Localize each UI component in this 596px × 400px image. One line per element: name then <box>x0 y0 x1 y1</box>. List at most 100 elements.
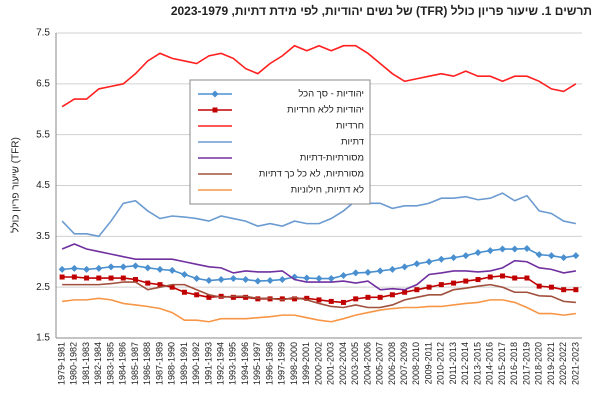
point <box>58 265 66 273</box>
point <box>339 271 347 279</box>
series-line <box>61 44 577 108</box>
series-line <box>61 243 577 291</box>
point <box>133 277 139 283</box>
x-tick-label: 2005-2007 <box>375 342 385 385</box>
legend-label: דתיות <box>341 137 364 148</box>
x-tick-label: 2007-2009 <box>399 342 409 385</box>
x-tick-label: 2010-2012 <box>436 342 446 385</box>
x-tick-label: 1996-1998 <box>264 342 274 385</box>
point <box>132 262 140 270</box>
point <box>536 283 542 289</box>
legend-marker <box>211 90 219 98</box>
point <box>389 292 395 298</box>
point <box>218 293 224 299</box>
point <box>71 274 77 280</box>
point <box>524 275 530 281</box>
point <box>193 275 201 283</box>
x-tick-label: 2001-2003 <box>326 342 336 385</box>
point <box>108 275 114 281</box>
point <box>230 294 236 300</box>
point <box>560 254 568 262</box>
point <box>70 264 78 272</box>
x-tick-label: 2000-2002 <box>313 342 323 385</box>
point <box>438 282 444 288</box>
legend-label: לא דתיות, חילוניות <box>291 184 364 196</box>
x-tick-label: 1981-1983 <box>81 342 91 385</box>
point <box>120 275 126 281</box>
point <box>548 284 554 290</box>
legend-label: יהודיות ללא חרדיות <box>287 104 364 116</box>
point <box>475 277 481 283</box>
point <box>180 270 188 278</box>
point <box>511 245 519 253</box>
point <box>573 287 579 293</box>
x-tick-label: 1986-1988 <box>142 342 152 385</box>
point <box>340 299 346 305</box>
point <box>487 274 493 280</box>
point <box>353 296 359 302</box>
x-tick-label: 1998-2000 <box>289 342 299 385</box>
point <box>498 245 506 253</box>
point <box>365 294 371 300</box>
point <box>523 245 531 253</box>
point <box>144 264 152 272</box>
point <box>96 275 102 281</box>
x-tick-label: 2002-2004 <box>338 342 348 385</box>
y-tick-label: 4.5 <box>36 180 50 191</box>
x-tick-label: 2011-2013 <box>448 342 458 384</box>
y-tick-label: 3.5 <box>36 231 50 242</box>
point <box>463 278 469 284</box>
x-tick-label: 2020-2022 <box>558 342 568 385</box>
point <box>352 269 360 277</box>
point <box>278 276 286 284</box>
point <box>83 265 91 273</box>
x-tick-label: 1987-1989 <box>154 342 164 385</box>
y-axis-label: שיעור פריון כולל (TFR) <box>10 137 22 233</box>
point <box>328 298 334 304</box>
point <box>486 247 494 255</box>
point <box>388 265 396 273</box>
point <box>229 275 237 283</box>
legend-label: חרדיות <box>336 121 364 132</box>
x-tick-label: 1994-1996 <box>240 342 250 385</box>
point <box>107 263 115 271</box>
x-tick-label: 2008-2010 <box>411 342 421 385</box>
point <box>499 273 505 279</box>
point <box>561 287 567 293</box>
legend-label: מסורתיות, לא כל כך דתיות <box>259 168 364 180</box>
point <box>364 268 372 276</box>
point <box>266 277 274 285</box>
point <box>181 289 187 295</box>
y-tick-label: 2.5 <box>36 282 50 293</box>
x-tick-label: 1983-1985 <box>105 342 115 385</box>
point <box>157 282 163 288</box>
point <box>119 263 127 271</box>
point <box>168 266 176 274</box>
point <box>426 284 432 290</box>
x-tick-label: 2017-2019 <box>521 342 531 385</box>
point <box>84 275 90 281</box>
point <box>205 277 213 285</box>
x-tick-label: 2016-2018 <box>509 342 519 385</box>
point <box>437 255 445 263</box>
point <box>254 277 262 285</box>
x-tick-label: 1993-1995 <box>228 342 238 385</box>
x-tick-label: 1982-1984 <box>93 342 103 385</box>
y-tick-label: 7.5 <box>36 28 50 39</box>
point <box>377 294 383 300</box>
point <box>242 276 250 284</box>
point <box>451 280 457 286</box>
point <box>206 294 212 300</box>
x-tick-label: 1988-1990 <box>167 342 177 385</box>
x-tick-label: 2009-2011 <box>423 342 433 384</box>
x-tick-label: 2004-2006 <box>362 342 372 385</box>
point <box>376 267 384 275</box>
point <box>535 251 543 259</box>
point <box>413 260 421 268</box>
point <box>401 263 409 271</box>
point <box>303 274 311 282</box>
x-tick-label: 1999-2001 <box>301 342 311 385</box>
x-tick-label: 2013-2015 <box>472 342 482 385</box>
